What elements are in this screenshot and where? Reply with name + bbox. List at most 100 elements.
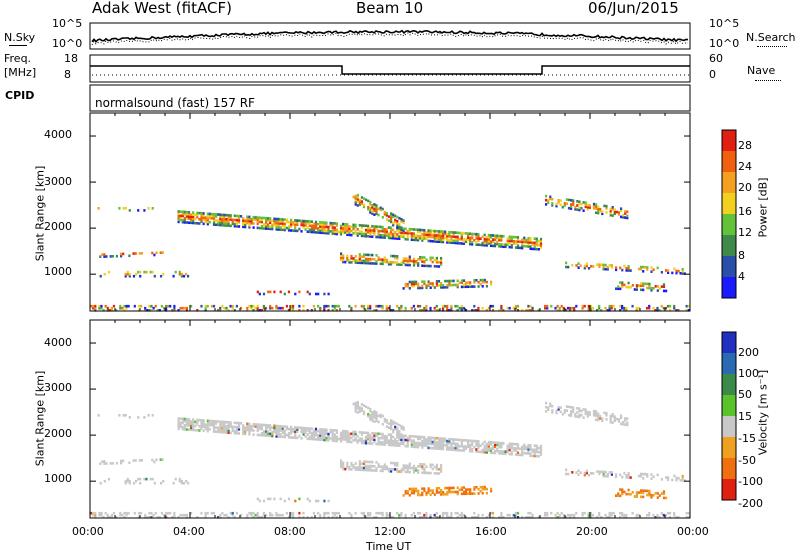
power-cell xyxy=(567,206,571,210)
power-cell xyxy=(583,266,586,270)
velocity-cell xyxy=(325,511,328,515)
power-cell xyxy=(181,218,184,222)
power-cell xyxy=(439,232,443,235)
power-cell xyxy=(414,228,418,231)
power-cell xyxy=(377,235,380,239)
power-cell xyxy=(496,240,499,244)
power-cell xyxy=(423,306,426,310)
velocity-cell xyxy=(354,408,357,411)
velocity-cell xyxy=(229,431,232,435)
velocity-cell xyxy=(529,448,532,451)
velocity-cell xyxy=(254,425,257,428)
velocity-cell xyxy=(619,488,622,491)
velocity-cell xyxy=(660,511,663,515)
velocity-cell xyxy=(298,511,301,515)
power-cell xyxy=(435,304,438,308)
power-cell xyxy=(408,280,411,284)
power-cell xyxy=(248,226,251,229)
velocity-cell xyxy=(256,513,259,517)
velocity-cell xyxy=(567,413,571,417)
power-cell xyxy=(421,280,424,283)
velocity-cell xyxy=(412,435,415,438)
power-cell xyxy=(429,264,432,268)
velocity-cell xyxy=(210,511,213,515)
velocity-cell xyxy=(500,443,503,447)
velocity-cell xyxy=(356,407,359,410)
velocity-cell xyxy=(183,513,186,517)
velocity-cell xyxy=(392,428,395,432)
power-cell xyxy=(302,221,305,225)
velocity-cell xyxy=(654,516,657,519)
velocity-cell xyxy=(595,414,598,417)
power-cell xyxy=(294,219,297,222)
power-cell xyxy=(185,306,188,310)
velocity-cell xyxy=(314,438,318,441)
power-cell xyxy=(151,270,154,274)
power-cell xyxy=(448,309,451,312)
power-cell xyxy=(204,216,207,219)
velocity-cell xyxy=(442,493,445,496)
power-cell xyxy=(302,226,305,229)
velocity-cell xyxy=(525,445,528,449)
velocity-cell xyxy=(308,427,311,430)
velocity-cell xyxy=(377,414,380,418)
power-cell xyxy=(417,258,420,261)
velocity-cell xyxy=(165,516,168,519)
velocity-cell xyxy=(441,516,445,519)
power-cell xyxy=(550,304,553,308)
power-cell xyxy=(137,309,141,312)
power-cell xyxy=(521,246,524,250)
power-cell xyxy=(185,210,188,214)
velocity-cell xyxy=(611,421,614,424)
power-cell xyxy=(101,253,104,256)
time-tick-1: 04:00 xyxy=(173,525,205,538)
power-cell xyxy=(637,284,641,287)
velocity-cell xyxy=(122,459,125,463)
power-cell xyxy=(574,208,577,211)
power-cell xyxy=(187,217,191,220)
power-cell xyxy=(323,304,326,308)
power-cell xyxy=(389,234,393,238)
power-cell xyxy=(342,222,345,226)
velocity-cell xyxy=(340,463,343,467)
velocity-cell xyxy=(294,428,297,431)
velocity-cell xyxy=(465,488,468,491)
velocity-cell xyxy=(608,511,611,515)
velocity-cell xyxy=(155,458,158,462)
velocity-cell xyxy=(471,516,474,519)
power-cell xyxy=(535,241,538,245)
power-cell xyxy=(348,231,351,235)
power-cell xyxy=(231,218,234,222)
velocity-cell xyxy=(400,427,403,430)
power-cell xyxy=(387,215,391,218)
velocity-cell xyxy=(427,489,430,492)
power-cell xyxy=(417,230,420,234)
power-cell xyxy=(496,234,499,238)
power-cell xyxy=(373,207,376,210)
velocity-cell xyxy=(419,437,422,441)
power-cell xyxy=(385,234,388,237)
power-cell xyxy=(640,288,643,292)
velocity-cell xyxy=(456,448,459,452)
velocity-cell xyxy=(248,426,251,430)
power-cell xyxy=(308,230,311,234)
power-cb-tick-24: 24 xyxy=(738,160,752,173)
velocity-cell xyxy=(564,516,567,519)
power-cell xyxy=(381,260,384,264)
power-cell xyxy=(254,306,257,310)
velocity-cell xyxy=(625,476,628,479)
velocity-cell xyxy=(187,422,191,425)
colorbar-segment xyxy=(722,193,736,215)
power-ytick-2000: 2000 xyxy=(44,220,72,233)
velocity-cell xyxy=(344,436,347,439)
velocity-cell xyxy=(308,429,311,432)
power-cell xyxy=(454,237,457,241)
power-cell xyxy=(256,290,259,294)
velocity-cell xyxy=(425,493,428,497)
velocity-cell xyxy=(383,439,386,442)
power-cell xyxy=(506,241,509,245)
power-cell xyxy=(111,255,114,258)
power-cell xyxy=(450,237,453,240)
power-cell xyxy=(400,226,403,229)
power-cell xyxy=(510,246,513,249)
